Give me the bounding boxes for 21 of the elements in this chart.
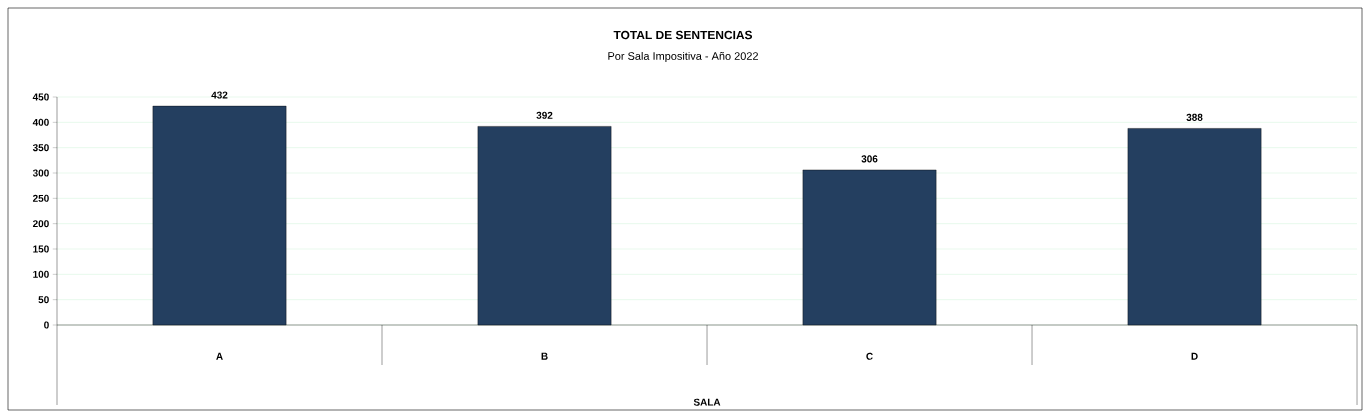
y-tick-label: 300	[32, 169, 49, 177]
x-tick-label: D	[1191, 352, 1198, 360]
y-tick-label: 400	[32, 118, 49, 126]
chart-subtitle: Por Sala Impositiva - Año 2022	[608, 51, 758, 63]
data-label: 432	[211, 91, 228, 99]
y-tick-label: 150	[33, 245, 49, 253]
data-label: 306	[861, 155, 878, 163]
data-label: 388	[1186, 113, 1203, 121]
data-label: 392	[536, 111, 553, 119]
x-tick-label: B	[541, 352, 548, 360]
y-tick-label: 50	[38, 296, 49, 304]
y-tick-label: 200	[32, 220, 49, 228]
y-tick-label: 350	[32, 144, 49, 152]
y-tick-label: 450	[32, 93, 49, 101]
chart-title: TOTAL DE SENTENCIAS	[613, 30, 753, 40]
y-tick-label: 0	[44, 321, 49, 329]
x-axis-title: SALA	[693, 398, 721, 406]
x-tick-label: A	[216, 352, 223, 360]
y-tick-label: 100	[33, 270, 49, 278]
x-tick-label: C	[866, 352, 873, 360]
y-tick-label: 250	[32, 194, 49, 202]
